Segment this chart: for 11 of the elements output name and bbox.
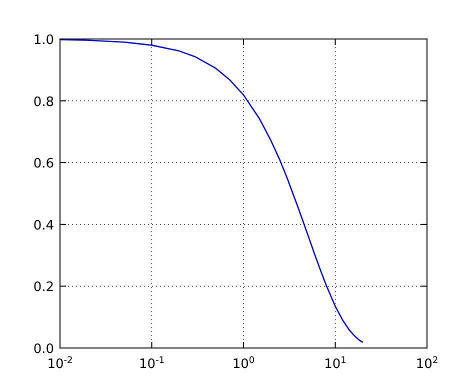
x-tick-label: 10$^{-2}$ [47,356,73,372]
x-tick-label: 10$^{-1}$ [138,356,165,372]
y-tick-label: 0.6 [33,156,54,172]
x-tick-label: 10$^{1}$ [324,356,346,372]
y-tick-label: 0.8 [33,94,54,110]
y-tick-label: 1.0 [33,33,54,48]
y-tick-label: 0.0 [33,342,54,357]
x-tick-label: 10$^{2}$ [416,356,438,372]
x-tick-label: 10$^{0}$ [232,356,255,372]
y-tick-label: 0.4 [33,218,54,234]
y-tick-label: 0.2 [33,280,54,296]
